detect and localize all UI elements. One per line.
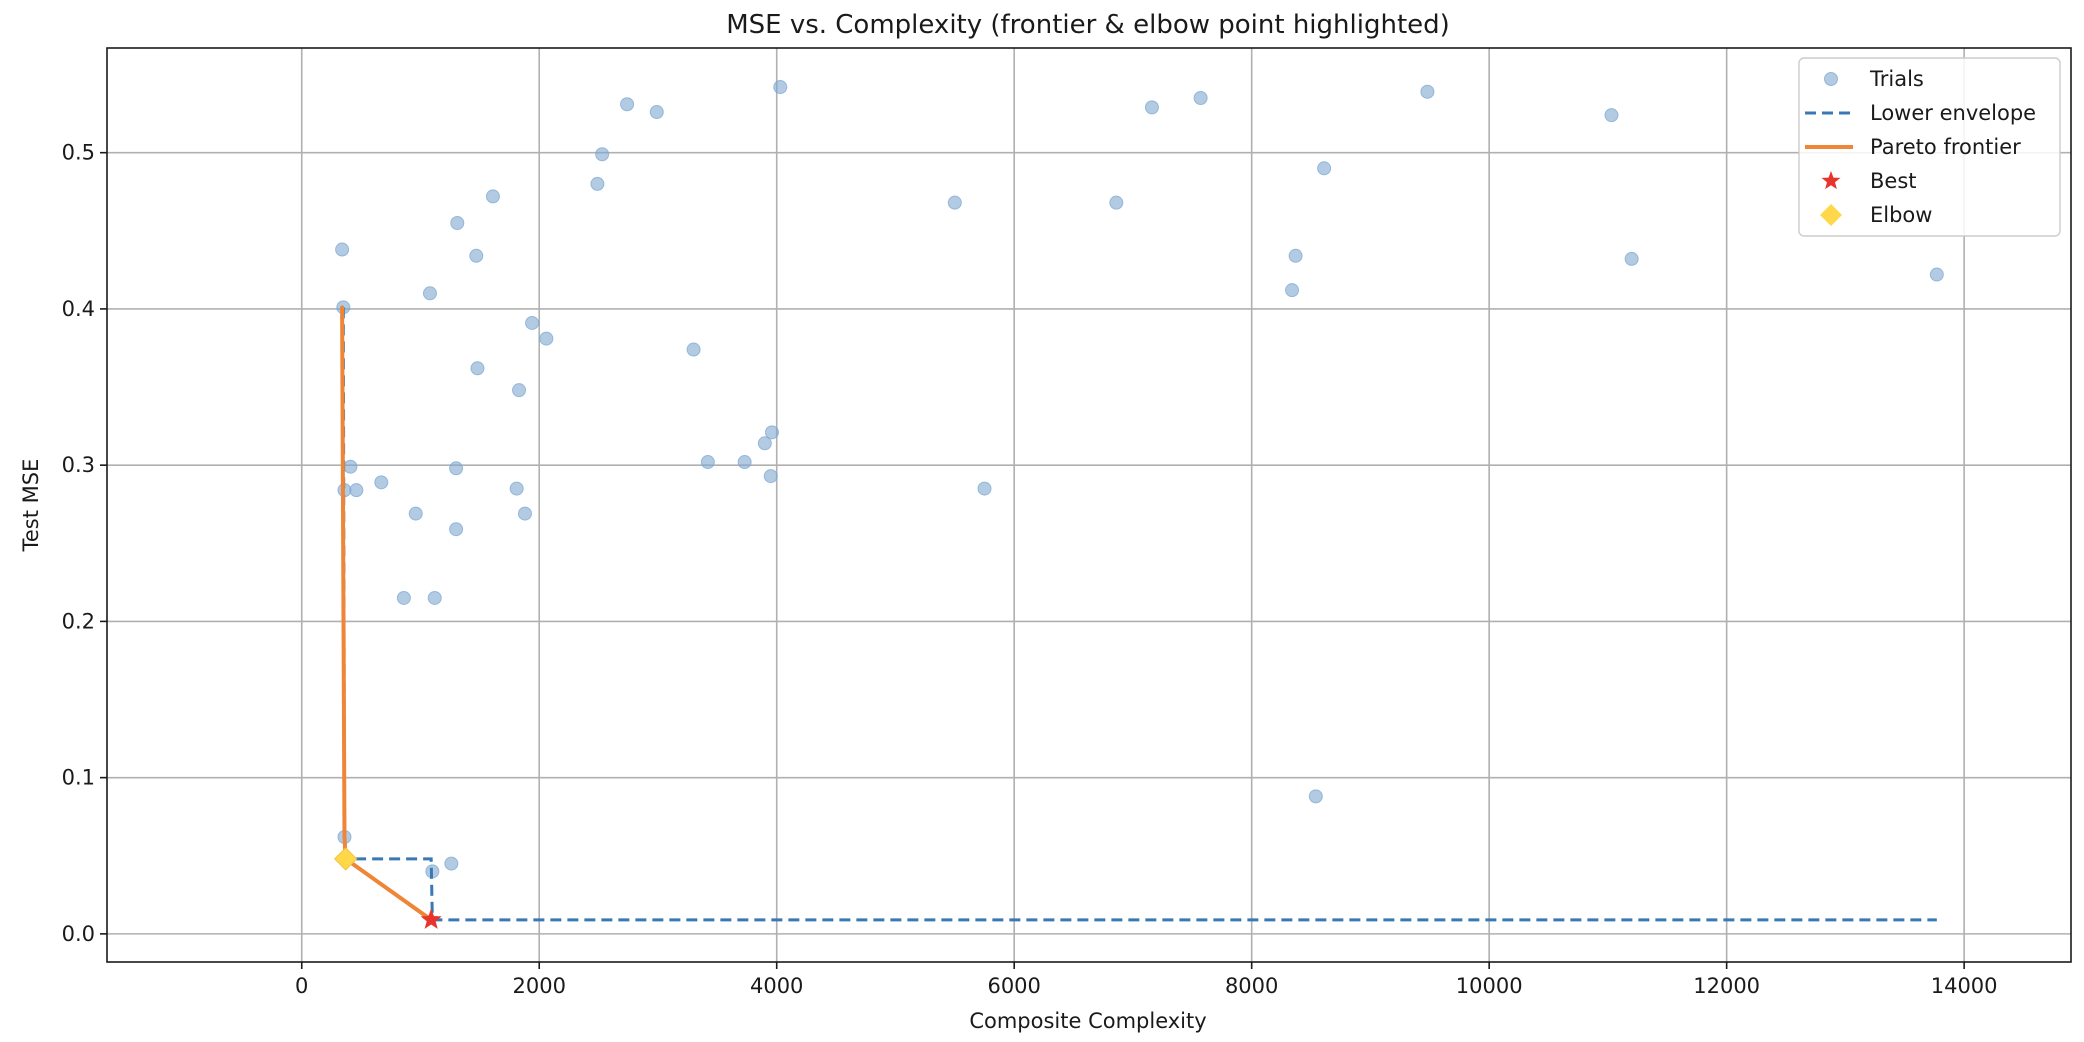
trial-point: [343, 459, 358, 474]
x-axis-label: Composite Complexity: [969, 1009, 1206, 1033]
trial-point: [485, 189, 500, 204]
trial-point: [450, 215, 465, 230]
best-marker: [420, 908, 442, 929]
legend-box: [1798, 57, 2061, 237]
legend-label: Trials: [1869, 67, 1924, 91]
trial-point: [1929, 267, 1944, 282]
y-tick-label: 0.2: [62, 609, 95, 633]
x-tick-label: 6000: [987, 974, 1040, 998]
plot-frame: [106, 47, 2072, 963]
trial-point: [1109, 195, 1124, 210]
trial-point: [444, 856, 459, 871]
legend-elbow-symbol: [1820, 204, 1842, 226]
trial-point: [757, 436, 772, 451]
legend-trials-symbol: [1824, 72, 1838, 86]
trial-point: [517, 506, 532, 521]
trial-point: [649, 105, 664, 120]
x-tick-label: 0: [295, 974, 308, 998]
legend-best-symbol: [1821, 171, 1841, 190]
trial-point: [1144, 100, 1159, 115]
y-axis-label: Test MSE: [19, 459, 43, 553]
legend-label: Pareto frontier: [1870, 135, 2021, 159]
trial-point: [408, 506, 423, 521]
trial-point: [686, 342, 701, 357]
legend-label: Lower envelope: [1870, 101, 2036, 125]
trial-point: [1285, 283, 1300, 298]
trial-point: [509, 481, 524, 496]
trial-point: [1193, 90, 1208, 105]
trial-point: [700, 455, 715, 470]
trial-point: [1624, 251, 1639, 266]
x-tick-label: 4000: [750, 974, 803, 998]
trial-point: [525, 315, 540, 330]
trial-point: [773, 80, 788, 95]
x-tick-label: 12000: [1693, 974, 1760, 998]
legend-label: Best: [1870, 169, 1917, 193]
trial-point: [427, 590, 442, 605]
trial-point: [764, 425, 779, 440]
x-tick-label: 10000: [1456, 974, 1523, 998]
trial-point: [396, 590, 411, 605]
trial-point: [977, 481, 992, 496]
trial-point: [1420, 84, 1435, 99]
y-tick-label: 0.0: [62, 922, 95, 946]
y-tick-label: 0.3: [62, 453, 95, 477]
grid: [107, 48, 2071, 962]
trial-point: [947, 195, 962, 210]
trial-point: [422, 286, 437, 301]
y-tick-label: 0.4: [62, 297, 95, 321]
trial-point: [469, 248, 484, 263]
trial-point: [349, 483, 364, 498]
trial-point: [737, 455, 752, 470]
y-tick-label: 0.5: [62, 141, 95, 165]
trial-point: [539, 331, 554, 346]
trial-point: [620, 97, 635, 112]
trial-point: [449, 522, 464, 537]
y-tick-label: 0.1: [62, 766, 95, 790]
trial-point: [595, 147, 610, 162]
x-tick-label: 14000: [1931, 974, 1998, 998]
ticks: 0 2000 4000 6000 8000 10000 12000 14000 0.0 0.1 0.…: [62, 141, 1998, 998]
trial-point: [374, 475, 389, 490]
x-tick-label: 2000: [512, 974, 565, 998]
trial-point: [763, 469, 778, 484]
trial-point: [470, 361, 485, 376]
trial-point: [1317, 161, 1332, 176]
legend: Trials Lower envelope Pareto frontier Best E…: [1798, 57, 2061, 237]
chart-title: MSE vs. Complexity (frontier & elbow poi…: [726, 10, 1450, 40]
legend-label: Elbow: [1870, 203, 1932, 227]
x-tick-label: 8000: [1225, 974, 1278, 998]
series-layer: [333, 80, 1944, 929]
trial-point: [1604, 108, 1619, 123]
trial-point: [512, 383, 527, 398]
trial-point: [335, 242, 350, 257]
trial-point: [590, 176, 605, 191]
trial-point: [449, 461, 464, 476]
trial-point: [1288, 248, 1303, 263]
trial-point: [1308, 789, 1323, 804]
elbow-marker: [333, 847, 358, 871]
